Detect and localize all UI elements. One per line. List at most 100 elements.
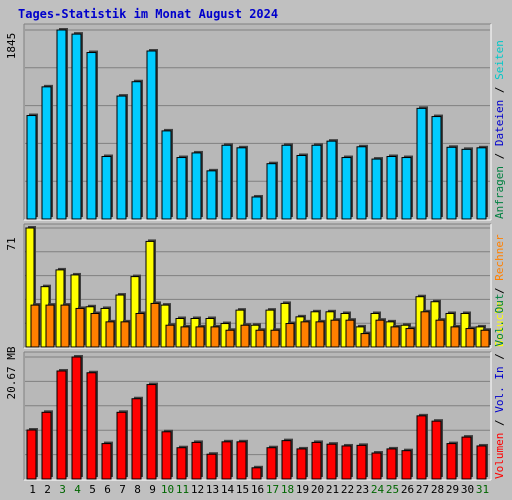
legend-volume: Volumen / Vol. In / Vol. Out [493,294,506,479]
day-label-24: 24 [371,483,385,496]
bar-visits-rechner-15 [240,324,250,348]
bar-visits-rechner-14 [225,329,235,348]
day-label-30: 30 [461,483,474,496]
bar-visits-rechner-25 [390,326,400,348]
bar-volume-volumen-3 [56,370,67,480]
max-label-volume: 20.67 MB [5,346,18,399]
bar-visits-rechner-4 [75,307,85,348]
bar-visits-rechner-11 [180,326,190,348]
day-label-19: 19 [296,483,309,496]
bar-visits-rechner-1 [30,304,40,348]
bar-visits-rechner-29 [450,326,460,348]
bar-hits-anfragen-21 [326,140,337,220]
bar-hits-anfragen-26 [401,157,412,220]
legend-volume-part: / [493,347,506,367]
legend-hits-part: Seiten [493,40,506,80]
legend-volume-part: / [493,413,506,433]
bar-hits-anfragen-10 [161,130,172,220]
day-label-10: 10 [161,483,174,496]
day-label-13: 13 [206,483,219,496]
bar-hits-anfragen-17 [266,163,277,220]
bar-visits-rechner-24 [375,319,385,348]
day-label-25: 25 [386,483,399,496]
bar-visits-rechner-28 [435,319,445,348]
day-label-27: 27 [416,483,429,496]
day-label-7: 7 [119,483,126,496]
day-label-26: 26 [401,483,414,496]
bar-hits-anfragen-15 [236,147,247,220]
bar-hits-anfragen-30 [461,148,472,220]
bar-volume-volumen-29 [446,443,457,480]
bar-visits-rechner-7 [120,321,130,348]
chart-title: Tages-Statistik im Monat August 2024 [18,7,278,21]
day-label-6: 6 [104,483,111,496]
bar-visits-rechner-2 [45,304,55,348]
day-label-12: 12 [191,483,204,496]
bar-visits-besuche-9 [145,240,155,348]
bar-volume-volumen-28 [431,420,442,480]
bar-visits-rechner-12 [195,326,205,348]
bar-volume-volumen-16 [251,467,262,480]
bar-volume-volumen-1 [26,429,37,480]
bar-volume-volumen-23 [356,444,367,480]
day-label-17: 17 [266,483,279,496]
bar-hits-anfragen-13 [206,170,217,220]
legend-visits: Besuche / Rechner [493,234,506,347]
bar-visits-rechner-22 [345,319,355,348]
bar-hits-anfragen-3 [56,29,67,220]
bar-hits-anfragen-22 [341,157,352,220]
legend-visits-part: Rechner [493,234,506,281]
bar-volume-volumen-25 [386,448,397,480]
bar-hits-anfragen-11 [176,157,187,220]
bar-visits-rechner-5 [90,312,100,348]
bar-volume-volumen-6 [101,443,112,480]
bar-visits-rechner-31 [480,329,490,348]
day-label-28: 28 [431,483,444,496]
bar-hits-anfragen-1 [26,115,37,220]
bar-visits-rechner-19 [300,321,310,348]
day-label-9: 9 [149,483,156,496]
bar-hits-anfragen-2 [41,86,52,220]
bar-volume-volumen-14 [221,441,232,480]
legend-hits-part: Dateien [493,100,506,146]
bar-hits-anfragen-14 [221,144,232,220]
day-label-20: 20 [311,483,324,496]
day-label-5: 5 [89,483,96,496]
bar-hits-anfragen-29 [446,146,457,220]
bar-visits-rechner-10 [165,324,175,348]
bar-hits-anfragen-6 [101,156,112,220]
bar-visits-rechner-9 [150,302,160,348]
legend-visits-part: / [493,281,506,301]
bar-volume-volumen-30 [461,436,472,480]
bar-volume-volumen-8 [131,398,142,480]
day-label-23: 23 [356,483,369,496]
day-label-29: 29 [446,483,459,496]
bar-visits-rechner-23 [360,333,370,348]
day-label-3: 3 [59,483,66,496]
bar-hits-anfragen-25 [386,156,397,220]
bar-hits-anfragen-4 [71,33,82,220]
bar-hits-anfragen-20 [311,144,322,220]
bar-volume-volumen-24 [371,452,382,480]
day-label-22: 22 [341,483,354,496]
legend-hits-part: / [493,80,506,100]
bar-visits-besuche-1 [25,227,35,348]
bar-volume-volumen-27 [416,415,427,480]
bar-volume-volumen-9 [146,384,157,480]
bar-hits-anfragen-24 [371,158,382,220]
bar-visits-rechner-8 [135,312,145,348]
bar-hits-anfragen-19 [296,154,307,220]
bar-visits-rechner-20 [315,321,325,348]
legend-hits: Anfragen / Dateien / Seiten [493,40,506,219]
day-label-21: 21 [326,483,339,496]
bar-visits-rechner-17 [270,329,280,348]
bar-visits-rechner-30 [465,328,475,348]
legend-hits-part: / [493,146,506,166]
bar-volume-volumen-7 [116,411,127,480]
bar-hits-anfragen-31 [476,147,487,220]
bar-hits-anfragen-12 [191,152,202,220]
max-label-visits: 71 [5,237,18,250]
legend-hits-part: Anfragen [493,166,506,219]
bar-volume-volumen-20 [311,441,322,480]
